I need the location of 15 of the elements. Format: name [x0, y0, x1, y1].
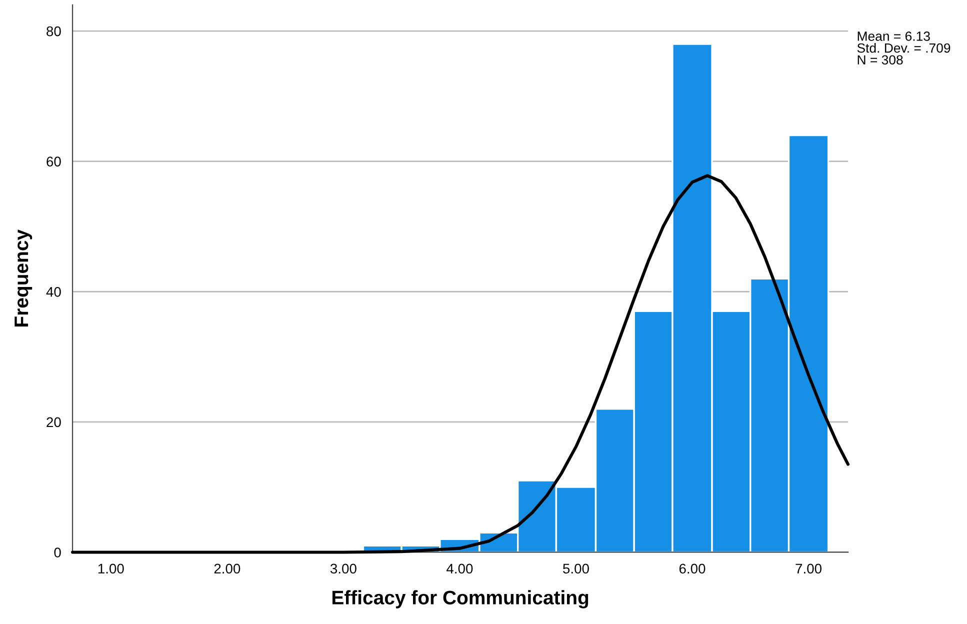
x-tick-label: 1.00	[98, 564, 124, 574]
y-tick-label: 60	[46, 156, 61, 167]
text: Mean = 6.13 Std. Dev. = .709 N = 308	[857, 32, 950, 65]
y-tick-label: 0	[54, 548, 61, 558]
x-tick-label: 6.00	[679, 564, 706, 574]
x-tick-label: 3.00	[330, 564, 356, 574]
x-axis-title: Efficacy for Communicating	[332, 590, 588, 608]
x-tick-label: 2.00	[214, 564, 240, 574]
y-axis-title: Frequency	[14, 230, 32, 326]
x-tick-label: 4.00	[446, 564, 473, 574]
y-tick-label: 20	[46, 417, 61, 428]
y-tick-label: 40	[46, 286, 61, 297]
x-tick-label: 7.00	[796, 564, 822, 574]
x-tick-label: 5.00	[563, 564, 589, 574]
y-tick-label: 80	[46, 26, 61, 36]
